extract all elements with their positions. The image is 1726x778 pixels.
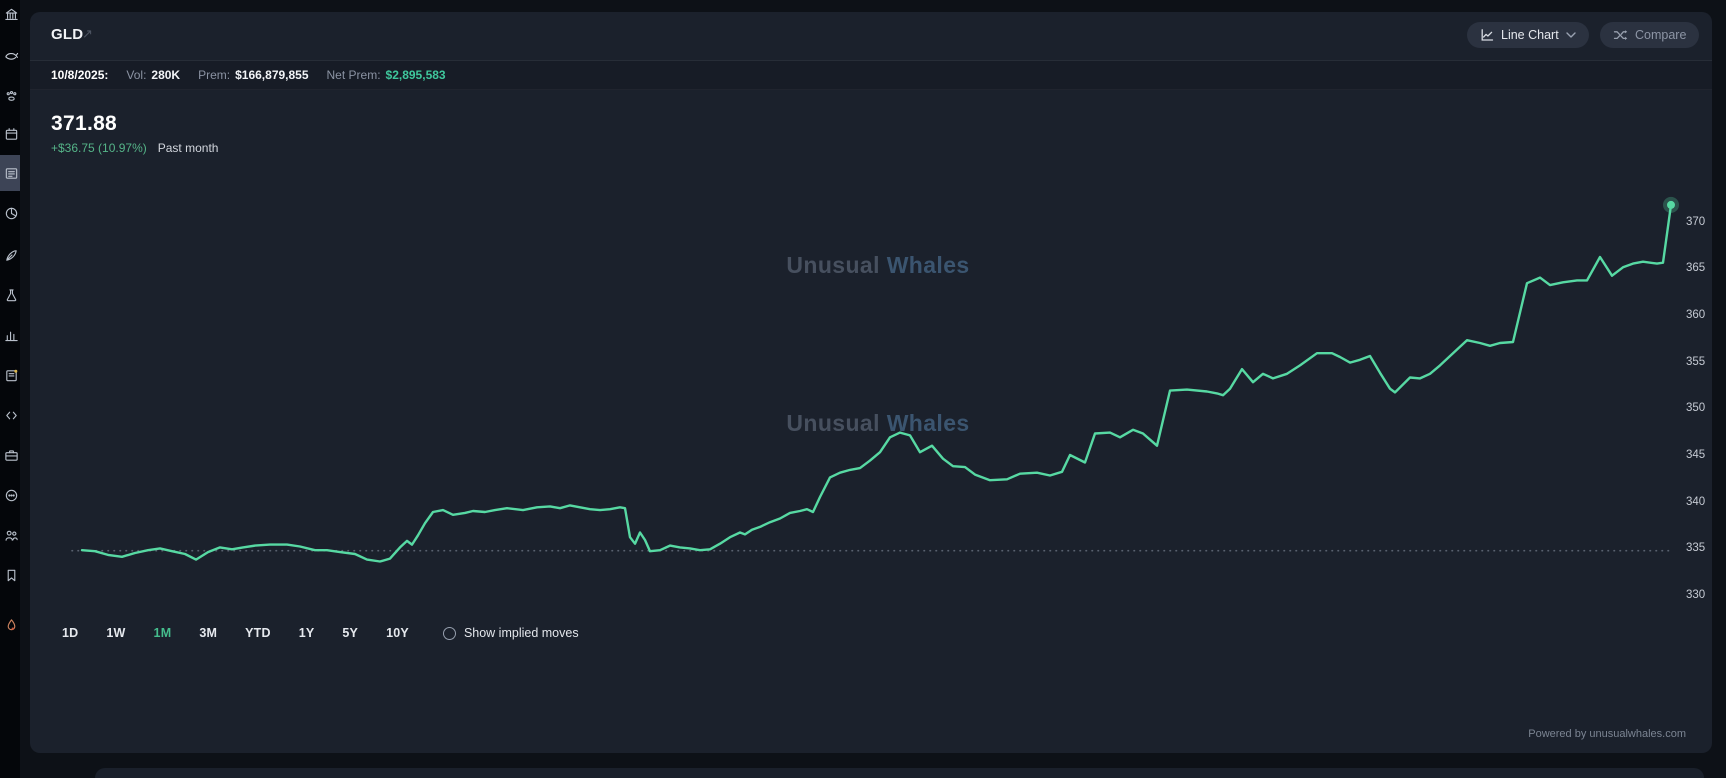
price-change-row: +$36.75 (10.97%) Past month bbox=[51, 141, 218, 155]
range-button-1w[interactable]: 1W bbox=[106, 626, 126, 640]
chevron-down-icon bbox=[1565, 32, 1576, 38]
header-divider bbox=[30, 60, 1712, 61]
chat-icon bbox=[5, 489, 17, 501]
ticker-symbol: GLD bbox=[51, 26, 84, 43]
sidebar-item-people[interactable] bbox=[3, 527, 19, 543]
price-period: Past month bbox=[157, 141, 219, 155]
calendar-icon bbox=[5, 127, 17, 140]
daily-stats-bar: 10/8/2025: Vol: 280K Prem: $166,879,855 … bbox=[30, 61, 1712, 90]
sidebar-item-quill[interactable] bbox=[3, 247, 19, 263]
show-implied-moves-toggle[interactable]: Show implied moves bbox=[442, 626, 579, 640]
range-button-1y[interactable]: 1Y bbox=[298, 626, 315, 640]
current-price: 371.88 bbox=[51, 112, 118, 135]
range-selector-row: 1D 1W 1M 3M YTD 1Y 5Y 10Y Show implied moves bbox=[62, 621, 579, 645]
sidebar-item-whale[interactable] bbox=[3, 47, 19, 63]
bank-icon bbox=[4, 8, 18, 20]
sidebar-item-news[interactable] bbox=[3, 165, 19, 181]
chart-type-label: Line Chart bbox=[1501, 28, 1559, 42]
people-icon bbox=[5, 530, 18, 541]
shuffle-icon bbox=[1613, 30, 1628, 40]
sidebar-item-chat[interactable] bbox=[3, 487, 19, 503]
panel-header: GLD ↗ Line Chart Compare bbox=[30, 12, 1712, 60]
implied-moves-label: Show implied moves bbox=[463, 626, 579, 640]
news-icon bbox=[5, 167, 17, 179]
sidebar-item-bar-chart[interactable] bbox=[3, 327, 19, 343]
sidebar-item-calendar[interactable] bbox=[3, 126, 19, 142]
briefcase-icon bbox=[4, 449, 18, 461]
sidebar-item-briefcase[interactable] bbox=[3, 447, 19, 463]
sidebar-item-flame[interactable] bbox=[3, 617, 19, 633]
line-chart-icon bbox=[1481, 29, 1494, 41]
range-button-1m[interactable]: 1M bbox=[153, 626, 172, 640]
flame-icon bbox=[7, 618, 15, 630]
bar-chart-icon bbox=[4, 331, 18, 341]
sidebar-item-pie-chart[interactable] bbox=[3, 205, 19, 221]
sidebar-item-bookmark[interactable] bbox=[3, 567, 19, 583]
paw-icon bbox=[6, 90, 16, 101]
sidebar-item-flask[interactable] bbox=[3, 287, 19, 303]
sidebar-item-paw[interactable] bbox=[3, 88, 19, 104]
range-button-1d[interactable]: 1D bbox=[62, 626, 79, 640]
compare-button[interactable]: Compare bbox=[1600, 22, 1700, 48]
premium-stat: Prem: $166,879,855 bbox=[198, 68, 309, 82]
quill-icon bbox=[5, 249, 17, 261]
app-sidebar bbox=[0, 0, 20, 778]
bookmark-icon bbox=[7, 569, 15, 581]
range-button-3m[interactable]: 3M bbox=[199, 626, 218, 640]
net-premium-stat: Net Prem: $2,895,583 bbox=[326, 68, 446, 82]
powered-by-credit: Powered by unusualwhales.com bbox=[1528, 728, 1686, 740]
sidebar-item-doc-star[interactable] bbox=[3, 367, 19, 383]
code-icon bbox=[5, 411, 17, 419]
doc-star-icon bbox=[5, 369, 17, 381]
range-button-10y[interactable]: 10Y bbox=[386, 626, 409, 640]
flask-icon bbox=[6, 288, 16, 301]
implied-moves-radio[interactable] bbox=[442, 626, 456, 640]
sidebar-item-code[interactable] bbox=[3, 407, 19, 423]
range-button-5y[interactable]: 5Y bbox=[342, 626, 359, 640]
pie-chart-icon bbox=[5, 207, 17, 219]
stats-date: 10/8/2025: bbox=[51, 68, 109, 82]
open-ticker-arrow-icon[interactable]: ↗ bbox=[82, 26, 93, 41]
volume-stat: Vol: 280K bbox=[126, 68, 181, 82]
whale-icon bbox=[4, 52, 18, 60]
sidebar-item-bank[interactable] bbox=[3, 6, 19, 22]
chart-type-dropdown[interactable]: Line Chart bbox=[1467, 22, 1589, 48]
range-button-ytd[interactable]: YTD bbox=[245, 626, 271, 640]
next-card-top-edge bbox=[95, 768, 1704, 778]
compare-label: Compare bbox=[1635, 28, 1687, 42]
price-change: +$36.75 (10.97%) bbox=[51, 141, 147, 155]
